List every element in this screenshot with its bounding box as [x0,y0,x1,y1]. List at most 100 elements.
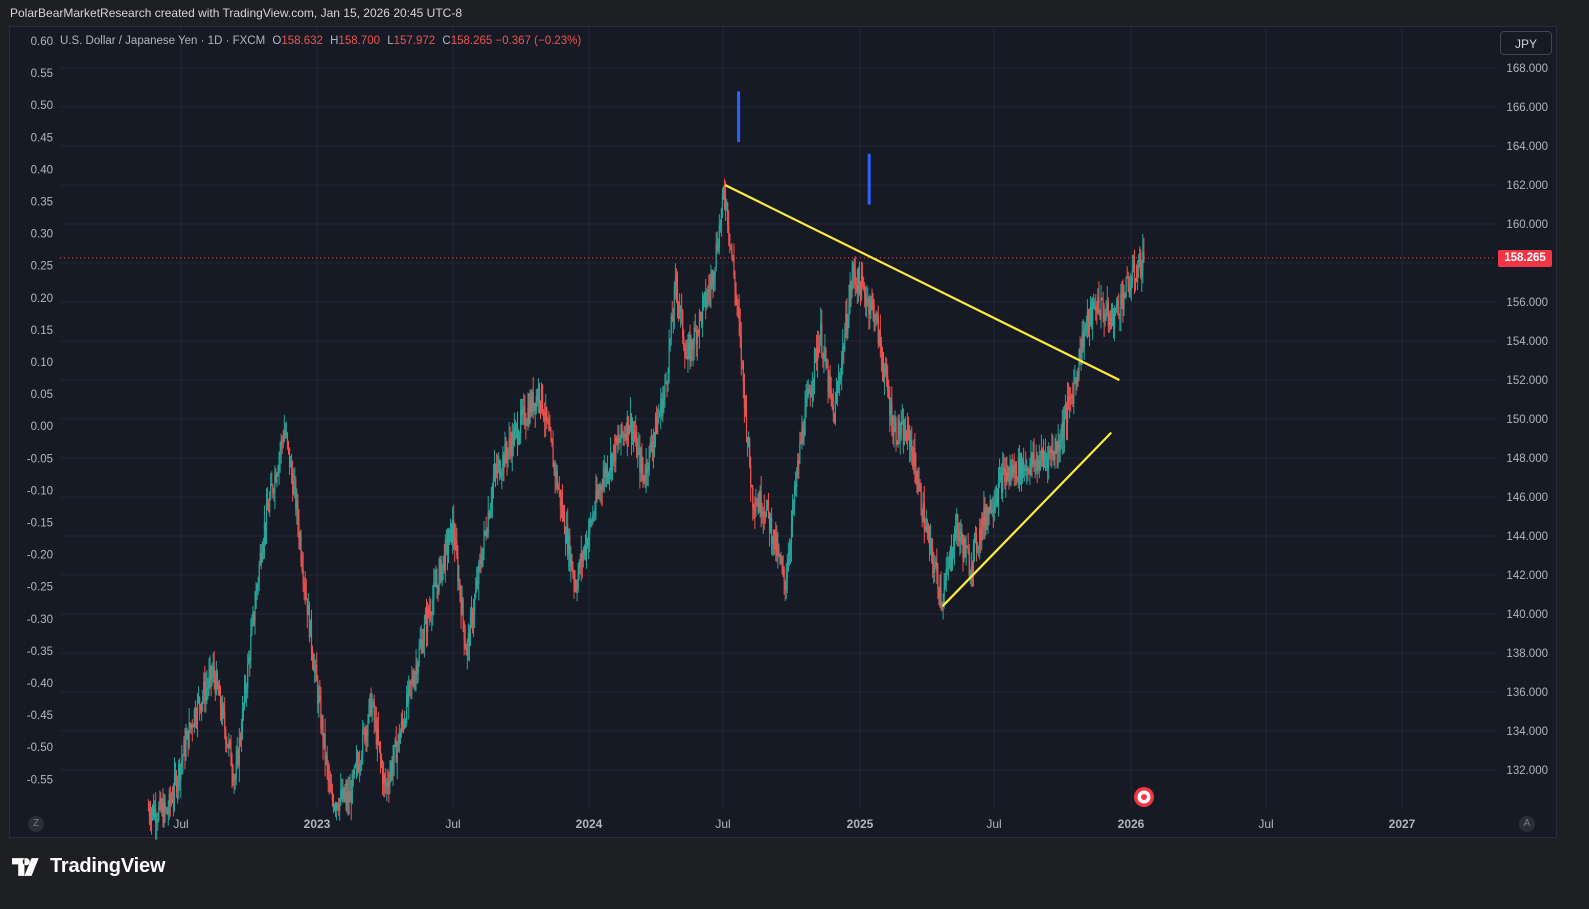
candle-body [861,275,864,285]
candle-body [1119,314,1121,316]
candle-body [647,470,649,472]
auto-scale-button[interactable]: A [1519,816,1535,832]
candle-body [923,502,925,528]
left-tick-label: 0.05 [31,389,53,401]
zoom-reset-button[interactable]: Z [28,816,44,832]
candle-body [842,346,844,361]
candle-body [623,433,625,438]
candle-body [178,764,180,783]
candle-body [742,362,744,383]
candle-body [576,588,578,590]
candle-body [350,791,352,804]
candle-body [924,527,926,531]
candle-body [753,507,755,509]
chart-frame[interactable] [9,26,1557,838]
candle-body [289,461,292,468]
candles [147,178,1145,840]
candle-body [285,433,287,436]
candle-body [644,479,646,482]
candle-body [952,549,955,557]
candle-body [250,634,252,661]
candle-body [540,385,543,404]
candle-body [394,740,396,746]
candle-body [468,633,470,646]
candle-body [1001,473,1003,493]
candle-body [164,801,166,810]
candle-body [346,791,348,804]
candle-body [494,467,497,470]
candle-body [398,734,400,744]
candle-body [882,368,885,379]
candle-body [620,424,622,442]
currency-button[interactable]: JPY [1500,31,1552,55]
candle-body [154,808,156,818]
candle-body [1134,280,1137,282]
candle-body [170,799,172,803]
candle-body [209,666,211,675]
candle-body [1132,263,1135,270]
candle-body [219,688,222,710]
candle-body [479,560,481,564]
candle-body [488,512,490,518]
candle-body [184,740,186,757]
candle-body [670,316,672,339]
candle-body [526,423,528,426]
candle-body [828,375,830,392]
candle-body [411,678,413,684]
candle-body [958,530,960,542]
candle-body [844,334,846,351]
candle-body [899,433,901,438]
candle-body [536,395,538,402]
candle-body [583,546,586,554]
left-axis: 0.60 0.55 0.50 0.45 0.40 0.35 0.30 0.25 0.20 0.15… [27,36,53,786]
candle-body [328,778,330,782]
candle-body [800,442,802,444]
candle-body [736,296,738,306]
candle-body [338,808,340,811]
candle-body [731,246,733,256]
candle-body [764,515,766,517]
candle-body [199,697,201,706]
candle-body [276,474,278,482]
candle-body [1033,453,1035,466]
candle-body [253,612,255,621]
candle-body [1116,300,1118,309]
candle-body [423,623,426,641]
candle-body [604,468,606,478]
candle-body [615,437,617,462]
candle-body [294,481,296,483]
candle-body [808,388,810,393]
candle-body [393,745,395,762]
candle-body [867,298,869,301]
candle-body [772,542,774,544]
candle-body [843,346,845,351]
candle-body [917,483,919,489]
candle-body [567,525,569,555]
candle-body [1077,373,1079,377]
candle-body [785,578,787,591]
candle-body [493,467,496,478]
candle-body [197,697,200,700]
candle-body [699,312,702,314]
candle-body [959,536,961,542]
candle-body [148,809,151,817]
candle-body [1066,397,1069,423]
candle-body [637,447,639,458]
tradingview-logo[interactable]: TradingView [12,855,165,878]
candle-body [363,728,365,730]
candle-body [183,740,185,757]
candle-body [383,775,385,784]
candle-body [1034,461,1036,466]
candle-body [205,688,207,701]
candle-body [801,427,803,443]
candle-body [774,529,776,550]
candle-body [966,546,968,549]
candle-body [1102,300,1104,312]
x-tick-label: Jul [715,817,730,831]
candle-body [758,502,760,511]
right-tick-label: 146.000 [1506,492,1548,504]
candle-body [553,463,555,468]
left-tick-label: -0.35 [27,646,53,658]
candle-body [193,708,195,727]
